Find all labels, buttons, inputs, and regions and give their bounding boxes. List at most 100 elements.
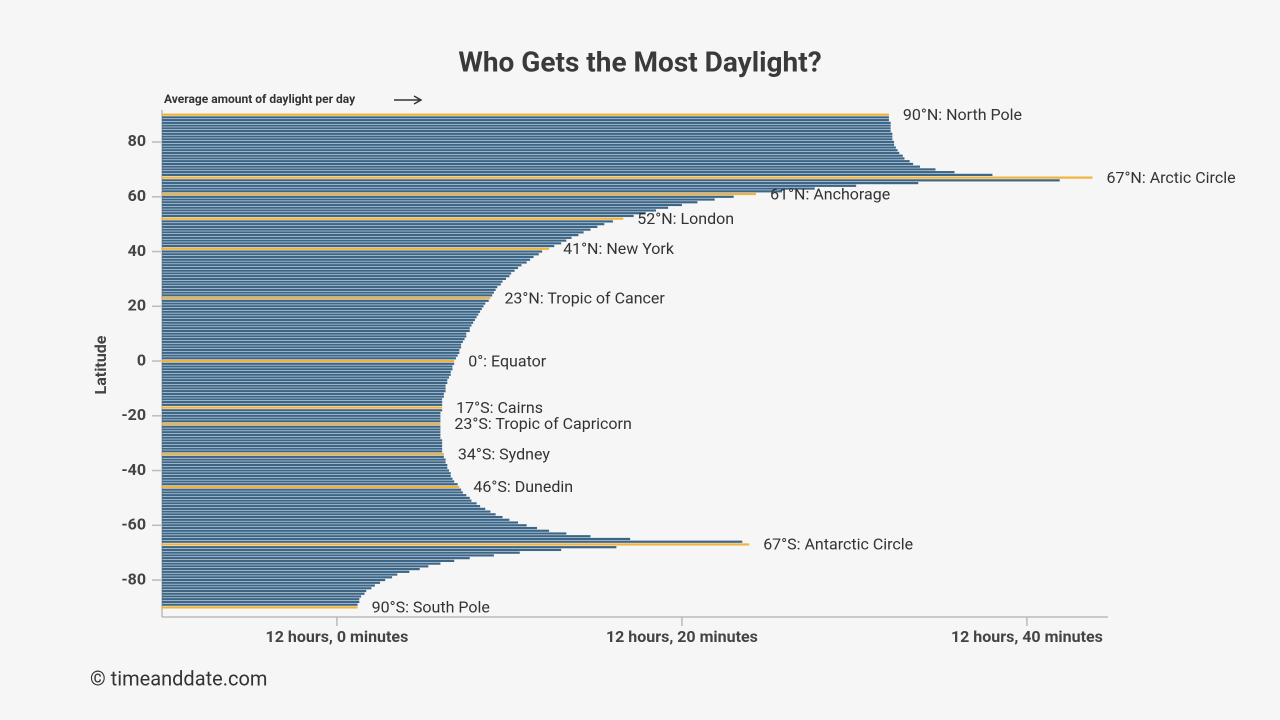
x-annotation: Average amount of daylight per day [164, 92, 356, 106]
bar [162, 422, 441, 426]
bar [162, 244, 555, 248]
y-axis-label: Latitude [91, 335, 110, 394]
bar [162, 376, 450, 379]
x-tick-label: 12 hours, 40 minutes [951, 627, 1103, 646]
annotation: 61°N: Anchorage [770, 184, 890, 203]
bar [162, 518, 510, 521]
bar [162, 288, 496, 291]
bar [162, 461, 446, 464]
x-tick-label: 12 hours, 20 minutes [606, 627, 758, 646]
annotation: 90°N: North Pole [903, 105, 1022, 124]
bar [162, 302, 486, 305]
bar [162, 135, 893, 138]
bar [162, 494, 467, 497]
bar [162, 277, 506, 281]
bar [162, 447, 443, 450]
bar [162, 483, 458, 486]
bar [162, 453, 444, 456]
bar [162, 269, 515, 272]
bar [162, 313, 479, 316]
bar [162, 127, 891, 130]
bar [162, 537, 631, 541]
bar [162, 543, 750, 546]
bar [162, 299, 489, 302]
bar [162, 151, 900, 155]
bar [162, 239, 567, 242]
x-tick-label: 12 hours, 0 minutes [266, 627, 409, 646]
bar [162, 515, 503, 519]
bar [162, 264, 522, 267]
bar [162, 203, 682, 207]
bar [162, 116, 889, 119]
bar [162, 212, 646, 215]
bar [162, 250, 543, 253]
bar [162, 171, 955, 174]
bar [162, 570, 410, 573]
bar [162, 567, 420, 571]
bar [162, 526, 538, 530]
bar [162, 584, 375, 587]
bar [162, 190, 782, 193]
bar [162, 417, 441, 420]
annotation: 17°S: Cairns [456, 398, 543, 417]
y-tick-label: 60 [128, 186, 146, 205]
bar [162, 231, 584, 234]
bar [162, 280, 503, 283]
bar [162, 540, 743, 543]
bar [162, 578, 386, 582]
bar [162, 253, 539, 256]
bar [162, 228, 591, 231]
bar [162, 258, 531, 261]
bar [162, 379, 448, 382]
bar [162, 390, 446, 393]
bar [162, 335, 467, 338]
bar [162, 327, 470, 330]
bar [162, 477, 453, 480]
source: © timeanddate.com [90, 666, 267, 690]
bar [162, 176, 1093, 179]
annotation: 90°S: South Pole [372, 598, 490, 617]
bar [162, 587, 372, 590]
bar [162, 513, 496, 516]
bar [162, 398, 443, 401]
bar [162, 469, 450, 472]
bar [162, 474, 451, 478]
bar [162, 573, 398, 576]
bar [162, 362, 455, 365]
bar [162, 365, 453, 368]
bar [162, 551, 520, 554]
bar [162, 343, 462, 346]
y-tick-label: 0 [137, 350, 146, 369]
bar [162, 359, 455, 363]
bar [162, 403, 443, 406]
bar [162, 444, 443, 448]
bar [162, 529, 550, 532]
bar [162, 346, 462, 349]
bar [162, 181, 919, 185]
annotation: 34°S: Sydney [458, 444, 551, 463]
bar [162, 450, 443, 453]
bar [162, 598, 360, 601]
bar [162, 294, 493, 297]
bar [162, 338, 465, 341]
bar [162, 392, 444, 395]
bar [162, 502, 477, 505]
bar [162, 184, 857, 187]
bar [162, 592, 365, 595]
bar [162, 414, 441, 417]
bar [162, 272, 512, 275]
bar [162, 138, 893, 141]
bar [162, 532, 567, 535]
y-tick-label: 20 [128, 296, 146, 315]
bar [162, 488, 462, 491]
bar [162, 491, 463, 494]
bar [162, 149, 898, 152]
bar [162, 348, 460, 352]
bar [162, 132, 893, 135]
bar [162, 368, 453, 371]
bar [162, 157, 905, 160]
bar [162, 340, 463, 343]
bar [162, 124, 891, 127]
bar [162, 162, 914, 166]
annotation: 0°: Equator [468, 351, 547, 370]
